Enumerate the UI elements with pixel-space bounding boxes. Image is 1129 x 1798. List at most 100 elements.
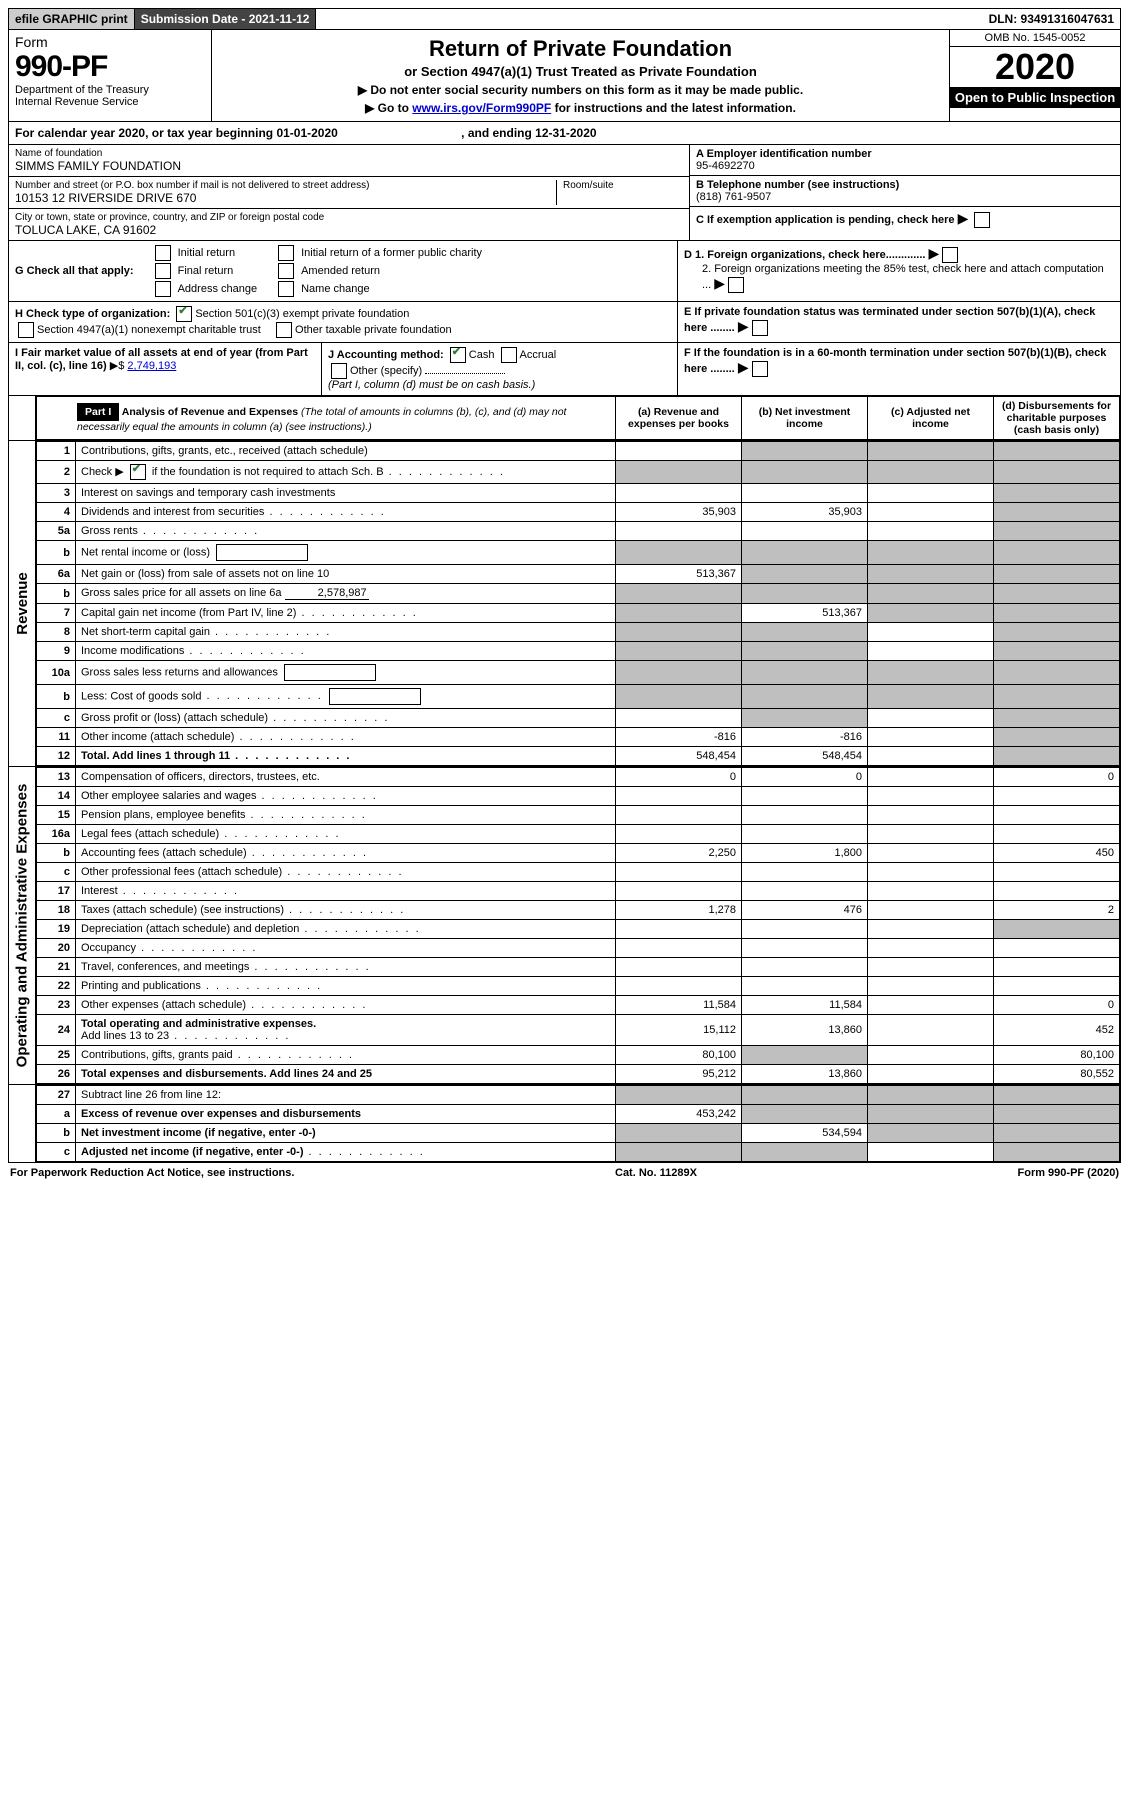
arrow-icon: ▶: [714, 275, 725, 291]
table-row: bGross sales price for all assets on lin…: [37, 584, 1120, 604]
table-row: 19Depreciation (attach schedule) and dep…: [37, 920, 1120, 939]
f-checkbox[interactable]: [752, 361, 768, 377]
h-label: H Check type of organization:: [15, 308, 170, 320]
revenue-block: Revenue 1Contributions, gifts, grants, e…: [8, 441, 1121, 767]
j-label: J Accounting method:: [328, 349, 444, 361]
form-number: 990-PF: [15, 50, 205, 84]
j-accrual[interactable]: Accrual: [498, 349, 557, 361]
sec-c-row: C If exemption application is pending, c…: [690, 207, 1120, 231]
table-row: 14Other employee salaries and wages: [37, 787, 1120, 806]
j-o2: Accrual: [520, 349, 557, 361]
j-cash[interactable]: Cash: [447, 349, 495, 361]
h-o1: Section 501(c)(3) exempt private foundat…: [195, 308, 409, 320]
table-row: 1Contributions, gifts, grants, etc., rec…: [37, 442, 1120, 461]
part1-header-table: Part I Analysis of Revenue and Expenses …: [36, 396, 1120, 440]
table-row: 5aGross rents: [37, 522, 1120, 541]
e-checkbox[interactable]: [752, 320, 768, 336]
d2-checkbox[interactable]: [728, 277, 744, 293]
irs-link[interactable]: www.irs.gov/Form990PF: [412, 101, 551, 115]
sec-c-label: C If exemption application is pending, c…: [696, 214, 955, 226]
arrow-icon: ▶: [929, 245, 940, 261]
table-row: 7Capital gain net income (from Part IV, …: [37, 604, 1120, 623]
table-row: aExcess of revenue over expenses and dis…: [37, 1105, 1120, 1124]
ein-value: 95-4692270: [696, 160, 1114, 172]
g-amended[interactable]: Amended return: [275, 263, 482, 279]
table-row: 12Total. Add lines 1 through 11548,45454…: [37, 747, 1120, 766]
table-row: 10aGross sales less returns and allowanc…: [37, 661, 1120, 685]
part1-header-row: Part I Analysis of Revenue and Expenses …: [8, 396, 1121, 441]
form-id-block: Form 990-PF Department of the Treasury I…: [9, 30, 212, 121]
footer-mid: Cat. No. 11289X: [615, 1167, 697, 1179]
g-o1: Initial return: [178, 247, 235, 259]
g-initial-former[interactable]: Initial return of a former public charit…: [275, 245, 482, 261]
g-o2: Final return: [178, 265, 234, 277]
sec-c-checkbox[interactable]: [974, 212, 990, 228]
h-o3: Other taxable private foundation: [295, 324, 452, 336]
submission-date: Submission Date - 2021-11-12: [135, 9, 317, 29]
revenue-table: 1Contributions, gifts, grants, etc., rec…: [36, 441, 1120, 766]
revenue-side-label: Revenue: [9, 441, 36, 766]
d2-label: 2. Foreign organizations meeting the 85%…: [702, 263, 1104, 291]
table-row: 17Interest: [37, 882, 1120, 901]
h-other-taxable[interactable]: Other taxable private foundation: [273, 324, 452, 336]
h-4947[interactable]: Section 4947(a)(1) nonexempt charitable …: [15, 324, 261, 336]
instr-2a: ▶ Go to: [365, 101, 412, 115]
g-name-change[interactable]: Name change: [275, 281, 482, 297]
col-b-hdr: (b) Net investment income: [742, 397, 868, 440]
addr-label: Number and street (or P.O. box number if…: [15, 180, 556, 191]
page-footer: For Paperwork Reduction Act Notice, see …: [8, 1163, 1121, 1183]
table-row: bAccounting fees (attach schedule)2,2501…: [37, 844, 1120, 863]
table-row: 3Interest on savings and temporary cash …: [37, 484, 1120, 503]
col-c-hdr: (c) Adjusted net income: [868, 397, 994, 440]
col-d-hdr: (d) Disbursements for charitable purpose…: [994, 397, 1120, 440]
part1-title: Analysis of Revenue and Expenses: [122, 406, 298, 418]
h-o2: Section 4947(a)(1) nonexempt charitable …: [37, 324, 261, 336]
dept-line-1: Department of the Treasury: [15, 84, 205, 96]
g-o6: Name change: [301, 283, 370, 295]
open-public: Open to Public Inspection: [950, 87, 1120, 108]
instr-2: ▶ Go to www.irs.gov/Form990PF for instru…: [220, 101, 941, 115]
table-row: 21Travel, conferences, and meetings: [37, 958, 1120, 977]
h-501c3-checkbox[interactable]: [176, 306, 192, 322]
g-o3: Address change: [178, 283, 258, 295]
sec-h-e: H Check type of organization: Section 50…: [8, 302, 1121, 343]
sec-f: F If the foundation is in a 60-month ter…: [678, 343, 1120, 395]
table-row: bNet rental income or (loss): [37, 541, 1120, 565]
g-initial[interactable]: Initial return: [152, 245, 258, 261]
g-address[interactable]: Address change: [152, 281, 258, 297]
h-501c3[interactable]: Section 501(c)(3) exempt private foundat…: [173, 308, 409, 320]
room-label: Room/suite: [563, 180, 683, 191]
form-word: Form: [15, 34, 205, 50]
street-address: 10153 12 RIVERSIDE DRIVE 670: [15, 191, 556, 205]
calendar-year-row: For calendar year 2020, or tax year begi…: [8, 122, 1121, 145]
fmv-link[interactable]: 2,749,193: [127, 360, 176, 372]
table-row: 15Pension plans, employee benefits: [37, 806, 1120, 825]
ein-label: A Employer identification number: [696, 148, 1114, 160]
expenses-table: 13Compensation of officers, directors, t…: [36, 767, 1120, 1084]
table-row: 4Dividends and interest from securities3…: [37, 503, 1120, 522]
foundation-name: SIMMS FAMILY FOUNDATION: [15, 159, 683, 173]
j-other[interactable]: Other (specify): [328, 365, 422, 377]
g-final[interactable]: Final return: [152, 263, 258, 279]
table-row: cGross profit or (loss) (attach schedule…: [37, 709, 1120, 728]
cal-year-b: , and ending 12-31-2020: [461, 126, 596, 140]
title-block: Form 990-PF Department of the Treasury I…: [8, 30, 1121, 122]
table-row: bLess: Cost of goods sold: [37, 685, 1120, 709]
g-o4: Initial return of a former public charit…: [301, 247, 482, 259]
table-row: 18Taxes (attach schedule) (see instructi…: [37, 901, 1120, 920]
r2-pre: Check ▶: [81, 466, 124, 478]
name-label: Name of foundation: [15, 148, 683, 159]
d1-checkbox[interactable]: [942, 247, 958, 263]
entity-left: Name of foundation SIMMS FAMILY FOUNDATI…: [9, 145, 689, 240]
footer-right: Form 990-PF (2020): [1018, 1167, 1119, 1179]
g-label: G Check all that apply:: [15, 265, 134, 277]
table-row: cAdjusted net income (if negative, enter…: [37, 1143, 1120, 1162]
dln: DLN: 93491316047631: [983, 9, 1120, 29]
table-row: 23Other expenses (attach schedule)11,584…: [37, 996, 1120, 1015]
arrow-icon: ▶: [738, 359, 749, 375]
city-label: City or town, state or province, country…: [15, 212, 683, 223]
d1-label: D 1. Foreign organizations, check here..…: [684, 249, 925, 261]
j-o1: Cash: [469, 349, 495, 361]
r2-post: if the foundation is not required to att…: [152, 466, 384, 478]
schb-checkbox[interactable]: [130, 464, 146, 480]
